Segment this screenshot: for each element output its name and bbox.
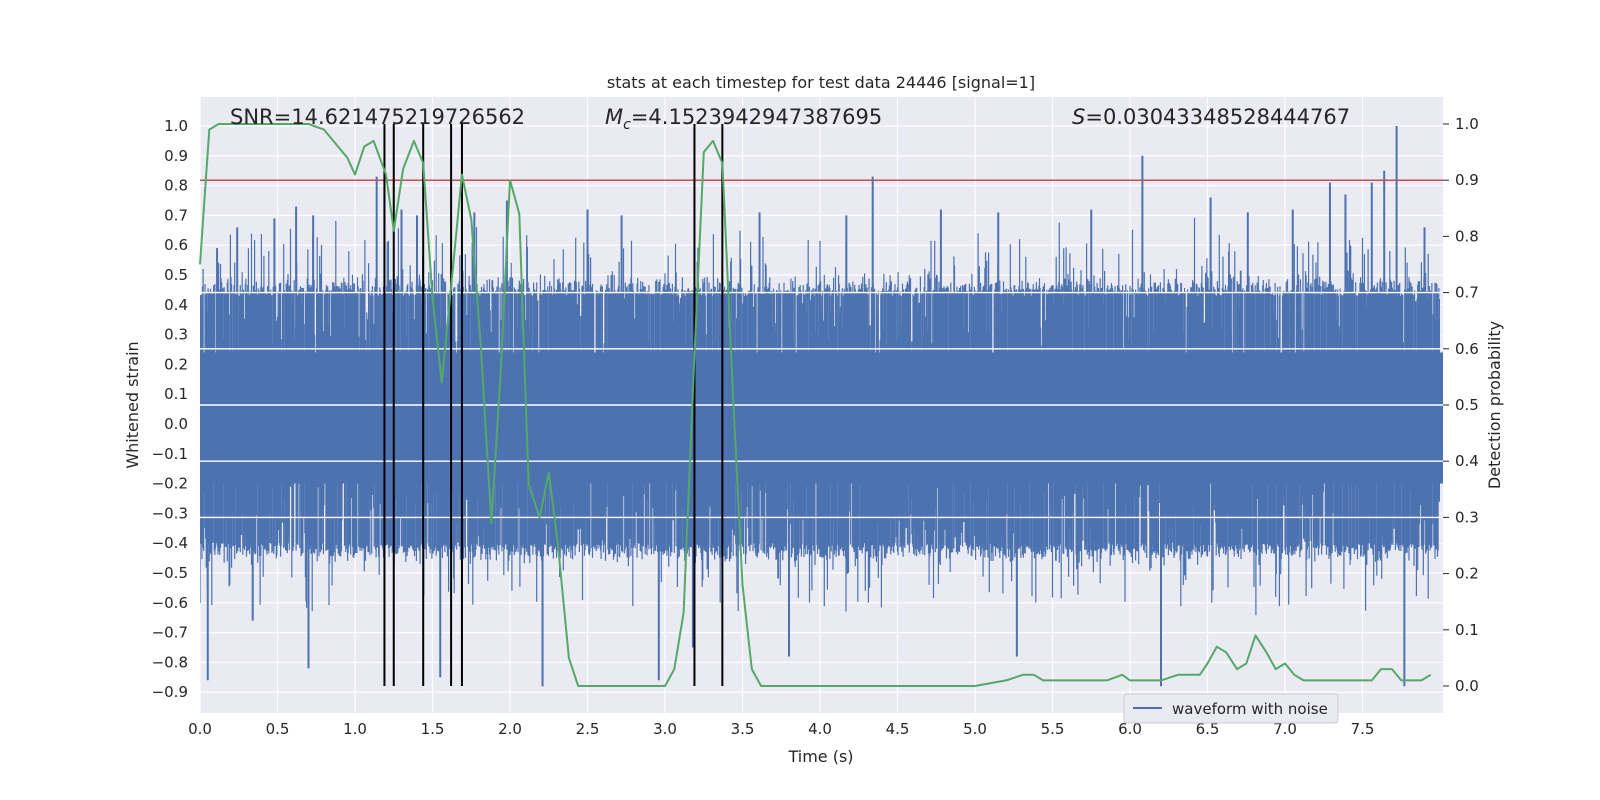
- x-tick-label: 2.0: [498, 720, 522, 738]
- chirp-mass-annotation: Mc=4.1523942947387695: [605, 105, 882, 133]
- y-tick-label: 0.8: [164, 177, 188, 195]
- y-tick-label: 0.2: [164, 355, 188, 373]
- chirp-mass-value: =4.1523942947387695: [631, 105, 882, 129]
- y-tick-labels: −0.9 −0.8 −0.7 −0.6 −0.5 −0.4 −0.3 −0.2 −0.1 0.0 0…: [152, 117, 188, 701]
- y-tick-label: 0.7: [164, 206, 188, 224]
- x-tick-label: 5.0: [963, 720, 987, 738]
- y-tick-label: 0.6: [164, 236, 188, 254]
- x-tick-label: 7.5: [1351, 720, 1375, 738]
- probability-line: [199, 123, 1432, 687]
- y-tick-label: 0.1: [164, 385, 188, 403]
- y-tick-label: −0.7: [152, 624, 188, 642]
- s-value: =0.03043348528444767: [1085, 105, 1350, 129]
- y2-tick-label: 0.3: [1455, 508, 1479, 526]
- y-tick-label: 0.4: [164, 296, 188, 314]
- y2-tick-label: 0.9: [1455, 171, 1479, 189]
- chart-title: stats at each timestep for test data 244…: [607, 73, 1035, 92]
- y-tick-label: −0.3: [152, 504, 188, 522]
- legend-label: waveform with noise: [1172, 700, 1328, 718]
- y2-tick-labels: 0.0 0.1 0.2 0.3 0.4 0.5 0.6 0.7 0.8 0.9 1.0: [1443, 115, 1479, 695]
- x-tick-label: 1.5: [421, 720, 445, 738]
- x-tick-label: 5.5: [1041, 720, 1065, 738]
- y-tick-label: 0.3: [164, 326, 188, 344]
- y-tick-label: −0.2: [152, 475, 188, 493]
- y2-tick-label: 0.5: [1455, 396, 1479, 414]
- y-tick-label: 0.5: [164, 266, 188, 284]
- y-tick-label: −0.4: [152, 534, 188, 552]
- y2-tick-label: 1.0: [1455, 115, 1479, 133]
- y2-tick-label: 0.0: [1455, 677, 1479, 695]
- x-tick-label: 4.5: [886, 720, 910, 738]
- x-tick-label: 6.5: [1196, 720, 1220, 738]
- x-tick-label: 4.0: [808, 720, 832, 738]
- x-tick-label: 6.0: [1118, 720, 1142, 738]
- x-tick-label: 0.0: [188, 720, 212, 738]
- event-lines: [383, 124, 724, 686]
- y-tick-label: −0.6: [152, 594, 188, 612]
- legend-box: [1123, 693, 1339, 724]
- y-tick-label: −0.8: [152, 653, 188, 671]
- x-axis-label: Time (s): [787, 747, 853, 766]
- y-tick-label: −0.9: [152, 683, 188, 701]
- probability-series: [199, 123, 1432, 687]
- chirp-mass-subscript: c: [623, 117, 631, 133]
- x-tick-label: 7.0: [1273, 720, 1297, 738]
- y2-tick-label: 0.2: [1455, 565, 1479, 583]
- x-tick-label: 3.0: [653, 720, 677, 738]
- y-tick-label: 1.0: [164, 117, 188, 135]
- y-tick-label: 0.0: [164, 415, 188, 433]
- y2-tick-label: 0.6: [1455, 340, 1479, 358]
- x-tick-label: 3.5: [731, 720, 755, 738]
- snr-annotation: SNR=14.621475219726562: [230, 105, 525, 129]
- x-tick-label: 1.0: [343, 720, 367, 738]
- chirp-mass-symbol: M: [605, 105, 623, 129]
- legend: waveform with noise: [1123, 693, 1339, 724]
- y2-tick-label: 0.1: [1455, 621, 1479, 639]
- x-tick-label: 2.5: [576, 720, 600, 738]
- s-annotation: S=0.03043348528444767: [1072, 105, 1350, 129]
- y-tick-label: 0.9: [164, 147, 188, 165]
- y2-tick-label: 0.8: [1455, 227, 1479, 245]
- y2-axis-label: Detection probability: [1485, 321, 1504, 489]
- y2-gridlines: [200, 291, 1443, 519]
- y2-tick-label: 0.7: [1455, 284, 1479, 302]
- y-tick-label: −0.5: [152, 564, 188, 582]
- y2-tick-label: 0.4: [1455, 452, 1479, 470]
- s-symbol: S: [1072, 105, 1085, 129]
- x-tick-labels: 0.0 0.5 1.0 1.5 2.0 2.5 3.0 3.5 4.0 4.5 5.0 5.5 6.0 6…: [188, 720, 1374, 738]
- y-axis-label: Whitened strain: [123, 341, 142, 468]
- y-tick-label: −0.1: [152, 445, 188, 463]
- x-tick-label: 0.5: [266, 720, 290, 738]
